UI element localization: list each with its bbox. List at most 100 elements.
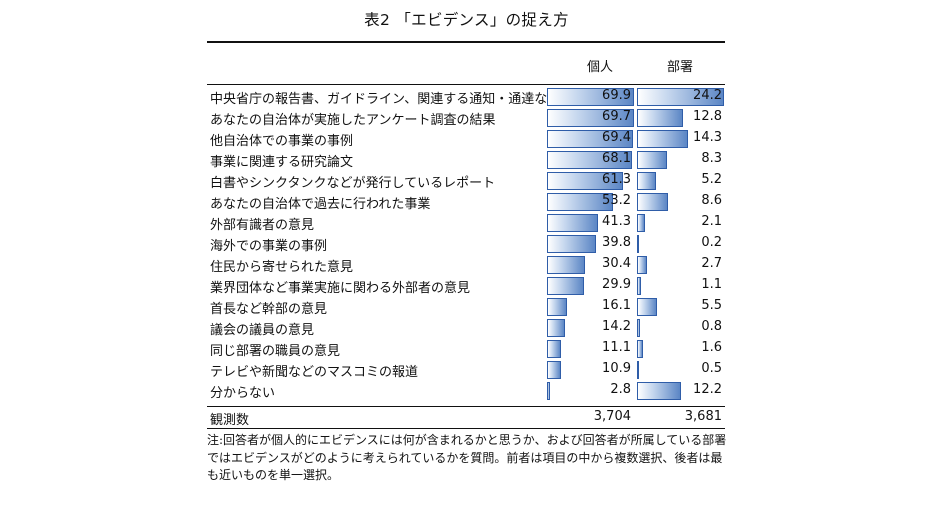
- department-bar: [637, 298, 657, 316]
- individual-value: 30.4: [602, 256, 631, 271]
- department-bar: [637, 361, 639, 379]
- individual-value: 41.3: [602, 214, 631, 229]
- table-row: テレビや新聞などのマスコミの報道 10.9 0.5: [0, 359, 933, 380]
- department-value: 24.2: [693, 88, 722, 103]
- individual-value: 10.9: [602, 361, 631, 376]
- individual-value: 29.9: [602, 277, 631, 292]
- row-label: 住民から寄せられた意見: [210, 260, 354, 275]
- department-value: 12.8: [693, 109, 722, 124]
- department-value: 1.6: [701, 340, 722, 355]
- individual-bar: [547, 235, 597, 253]
- observations-row: 観測数 3,704 3,681: [0, 409, 933, 428]
- department-bar: [637, 214, 645, 232]
- department-value: 0.2: [701, 235, 722, 250]
- row-label: 事業に関連する研究論文: [210, 155, 354, 170]
- department-value: 8.3: [701, 151, 722, 166]
- individual-value: 53.2: [602, 193, 631, 208]
- department-bar: [637, 193, 668, 211]
- observations-individual: 3,704: [593, 409, 631, 424]
- table-title: 表2 「エビデンス」の捉え方: [364, 11, 569, 29]
- table-row: 議会の議員の意見 14.2 0.8: [0, 317, 933, 338]
- individual-value: 69.9: [602, 88, 631, 103]
- individual-bar: [547, 298, 567, 316]
- row-label: 海外での事業の事例: [210, 239, 328, 254]
- row-label: 外部有識者の意見: [210, 218, 315, 233]
- individual-bar: [547, 88, 634, 106]
- table-row: 外部有識者の意見 41.3 2.1: [0, 212, 933, 233]
- row-label: 同じ部署の職員の意見: [210, 344, 341, 359]
- individual-bar: [547, 277, 585, 295]
- individual-bar: [547, 193, 614, 211]
- department-value: 12.2: [693, 382, 722, 397]
- table-row: 住民から寄せられた意見 30.4 2.7: [0, 254, 933, 275]
- table-row: あなたの自治体で過去に行われた事業 53.2 8.6: [0, 191, 933, 212]
- column-header-individual: 個人: [586, 60, 613, 75]
- observations-label: 観測数: [210, 413, 250, 428]
- individual-value: 69.7: [602, 109, 631, 124]
- individual-bar: [547, 214, 599, 232]
- individual-value: 14.2: [602, 319, 631, 334]
- department-bar: [637, 130, 689, 148]
- observations-department: 3,681: [684, 409, 722, 424]
- row-label: 白書やシンクタンクなどが発行しているレポート: [210, 176, 496, 191]
- row-label: あなたの自治体が実施したアンケート調査の結果: [210, 113, 496, 128]
- department-bar: [637, 319, 640, 337]
- row-label: 中央省庁の報告書、ガイドライン、関連する通知・通達など: [210, 92, 561, 107]
- table-row: 同じ部署の職員の意見 11.1 1.6: [0, 338, 933, 359]
- bottom-rule: [207, 428, 725, 429]
- department-bar: [637, 256, 647, 274]
- individual-value: 39.8: [602, 235, 631, 250]
- individual-value: 68.1: [602, 151, 631, 166]
- table-row: 分からない 2.8 12.2: [0, 380, 933, 401]
- table-row: あなたの自治体が実施したアンケート調査の結果 69.7 12.8: [0, 107, 933, 128]
- department-bar: [637, 151, 667, 169]
- individual-bar: [547, 382, 551, 400]
- department-value: 0.8: [701, 319, 722, 334]
- department-value: 5.2: [701, 172, 722, 187]
- individual-value: 2.8: [610, 382, 631, 397]
- table-note: 注:回答者が個人的にエビデンスには何が含まれるかと思うか、および回答者が所属して…: [207, 433, 727, 482]
- department-value: 0.5: [701, 361, 722, 376]
- individual-bar: [547, 256, 585, 274]
- table-row: 他自治体での事業の事例 69.4 14.3: [0, 128, 933, 149]
- column-header-department: 部署: [666, 60, 693, 75]
- individual-bar: [547, 340, 561, 358]
- department-value: 8.6: [701, 193, 722, 208]
- row-label: 他自治体での事業の事例: [210, 134, 354, 149]
- department-bar: [637, 277, 641, 295]
- department-bar: [637, 340, 643, 358]
- top-rule: [207, 41, 725, 43]
- department-bar: [637, 382, 681, 400]
- table-row: 白書やシンクタンクなどが発行しているレポート 61.3 5.2: [0, 170, 933, 191]
- table-row: 海外での事業の事例 39.8 0.2: [0, 233, 933, 254]
- individual-value: 69.4: [602, 130, 631, 145]
- department-bar: [637, 235, 639, 253]
- table-row: 事業に関連する研究論文 68.1 8.3: [0, 149, 933, 170]
- department-bar: [637, 109, 684, 127]
- table-row: 中央省庁の報告書、ガイドライン、関連する通知・通達など 69.9 24.2: [0, 86, 933, 107]
- department-bar: [637, 172, 656, 190]
- department-value: 5.5: [701, 298, 722, 313]
- department-bar: [637, 88, 724, 106]
- department-value: 2.7: [701, 256, 722, 271]
- row-label: 首長など幹部の意見: [210, 302, 328, 317]
- row-label: テレビや新聞などのマスコミの報道: [210, 365, 419, 380]
- header-rule: [207, 84, 725, 85]
- department-value: 14.3: [693, 130, 722, 145]
- individual-bar: [547, 109, 634, 127]
- row-label: あなたの自治体で過去に行われた事業: [210, 197, 431, 212]
- individual-bar: [547, 151, 632, 169]
- department-value: 1.1: [701, 277, 722, 292]
- individual-bar: [547, 130, 634, 148]
- department-value: 2.1: [701, 214, 722, 229]
- individual-bar: [547, 361, 561, 379]
- row-label: 議会の議員の意見: [210, 323, 315, 338]
- row-label: 業界団体など事業実施に関わる外部者の意見: [210, 281, 471, 296]
- individual-bar: [547, 172, 624, 190]
- table-row: 業界団体など事業実施に関わる外部者の意見 29.9 1.1: [0, 275, 933, 296]
- individual-bar: [547, 319, 565, 337]
- individual-value: 11.1: [602, 340, 631, 355]
- table-row: 首長など幹部の意見 16.1 5.5: [0, 296, 933, 317]
- individual-value: 61.3: [602, 172, 631, 187]
- observations-rule: [207, 406, 725, 407]
